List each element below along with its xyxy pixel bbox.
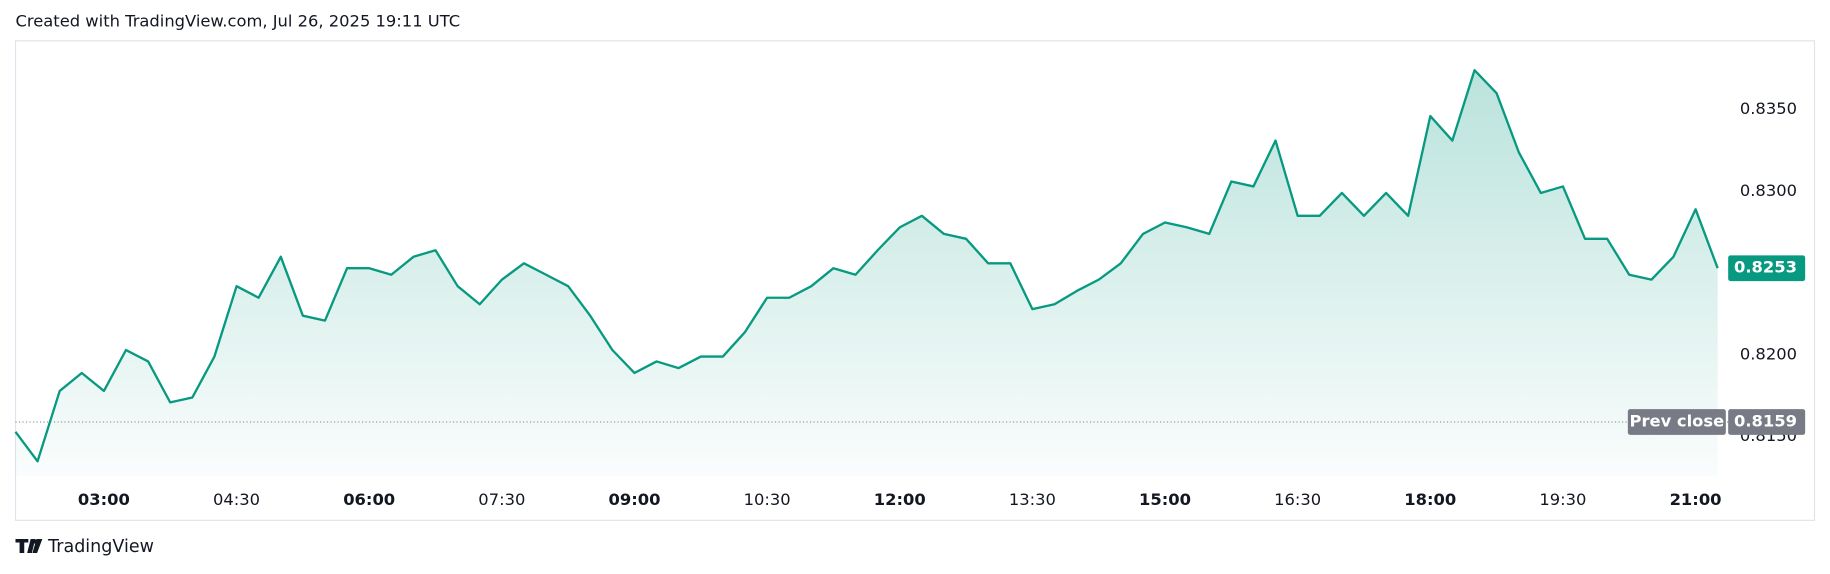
x-tick-label: 16:30 <box>1274 490 1321 509</box>
x-tick-label: 04:30 <box>213 490 260 509</box>
last-price-box <box>1728 255 1806 282</box>
prev-close-label: Prev close <box>1629 412 1724 431</box>
x-tick-label: 15:00 <box>1139 490 1191 509</box>
last-price-label: 0.8253 <box>1734 258 1797 277</box>
logo <box>15 539 43 553</box>
footer: TradingView <box>47 537 154 557</box>
area-fill <box>15 70 1718 476</box>
x-tick-label: 18:00 <box>1404 490 1456 509</box>
x-tick-label: 12:00 <box>874 490 926 509</box>
x-tick-label: 09:00 <box>608 490 660 509</box>
x-tick-label: 07:30 <box>478 490 525 509</box>
x-tick-label: 03:00 <box>78 490 130 509</box>
x-tick-label: 21:00 <box>1670 490 1722 509</box>
x-tick-label: 19:30 <box>1539 490 1586 509</box>
y-tick-label: 0.8300 <box>1740 181 1797 200</box>
prev-close-value-box <box>1728 409 1806 435</box>
y-tick-label: 0.8350 <box>1740 99 1797 118</box>
prev-close-value: 0.8159 <box>1734 412 1797 431</box>
y-tick-label: 0.8200 <box>1740 344 1797 363</box>
price-line <box>14 69 1719 463</box>
x-tick-label: 06:00 <box>343 490 395 509</box>
frame <box>14 40 1816 521</box>
x-tick-label: 10:30 <box>744 490 791 509</box>
prev-close-box <box>1627 409 1726 435</box>
header: Created with TradingView.com, Jul 26, 20… <box>16 12 461 31</box>
x-tick-label: 13:30 <box>1009 490 1056 509</box>
